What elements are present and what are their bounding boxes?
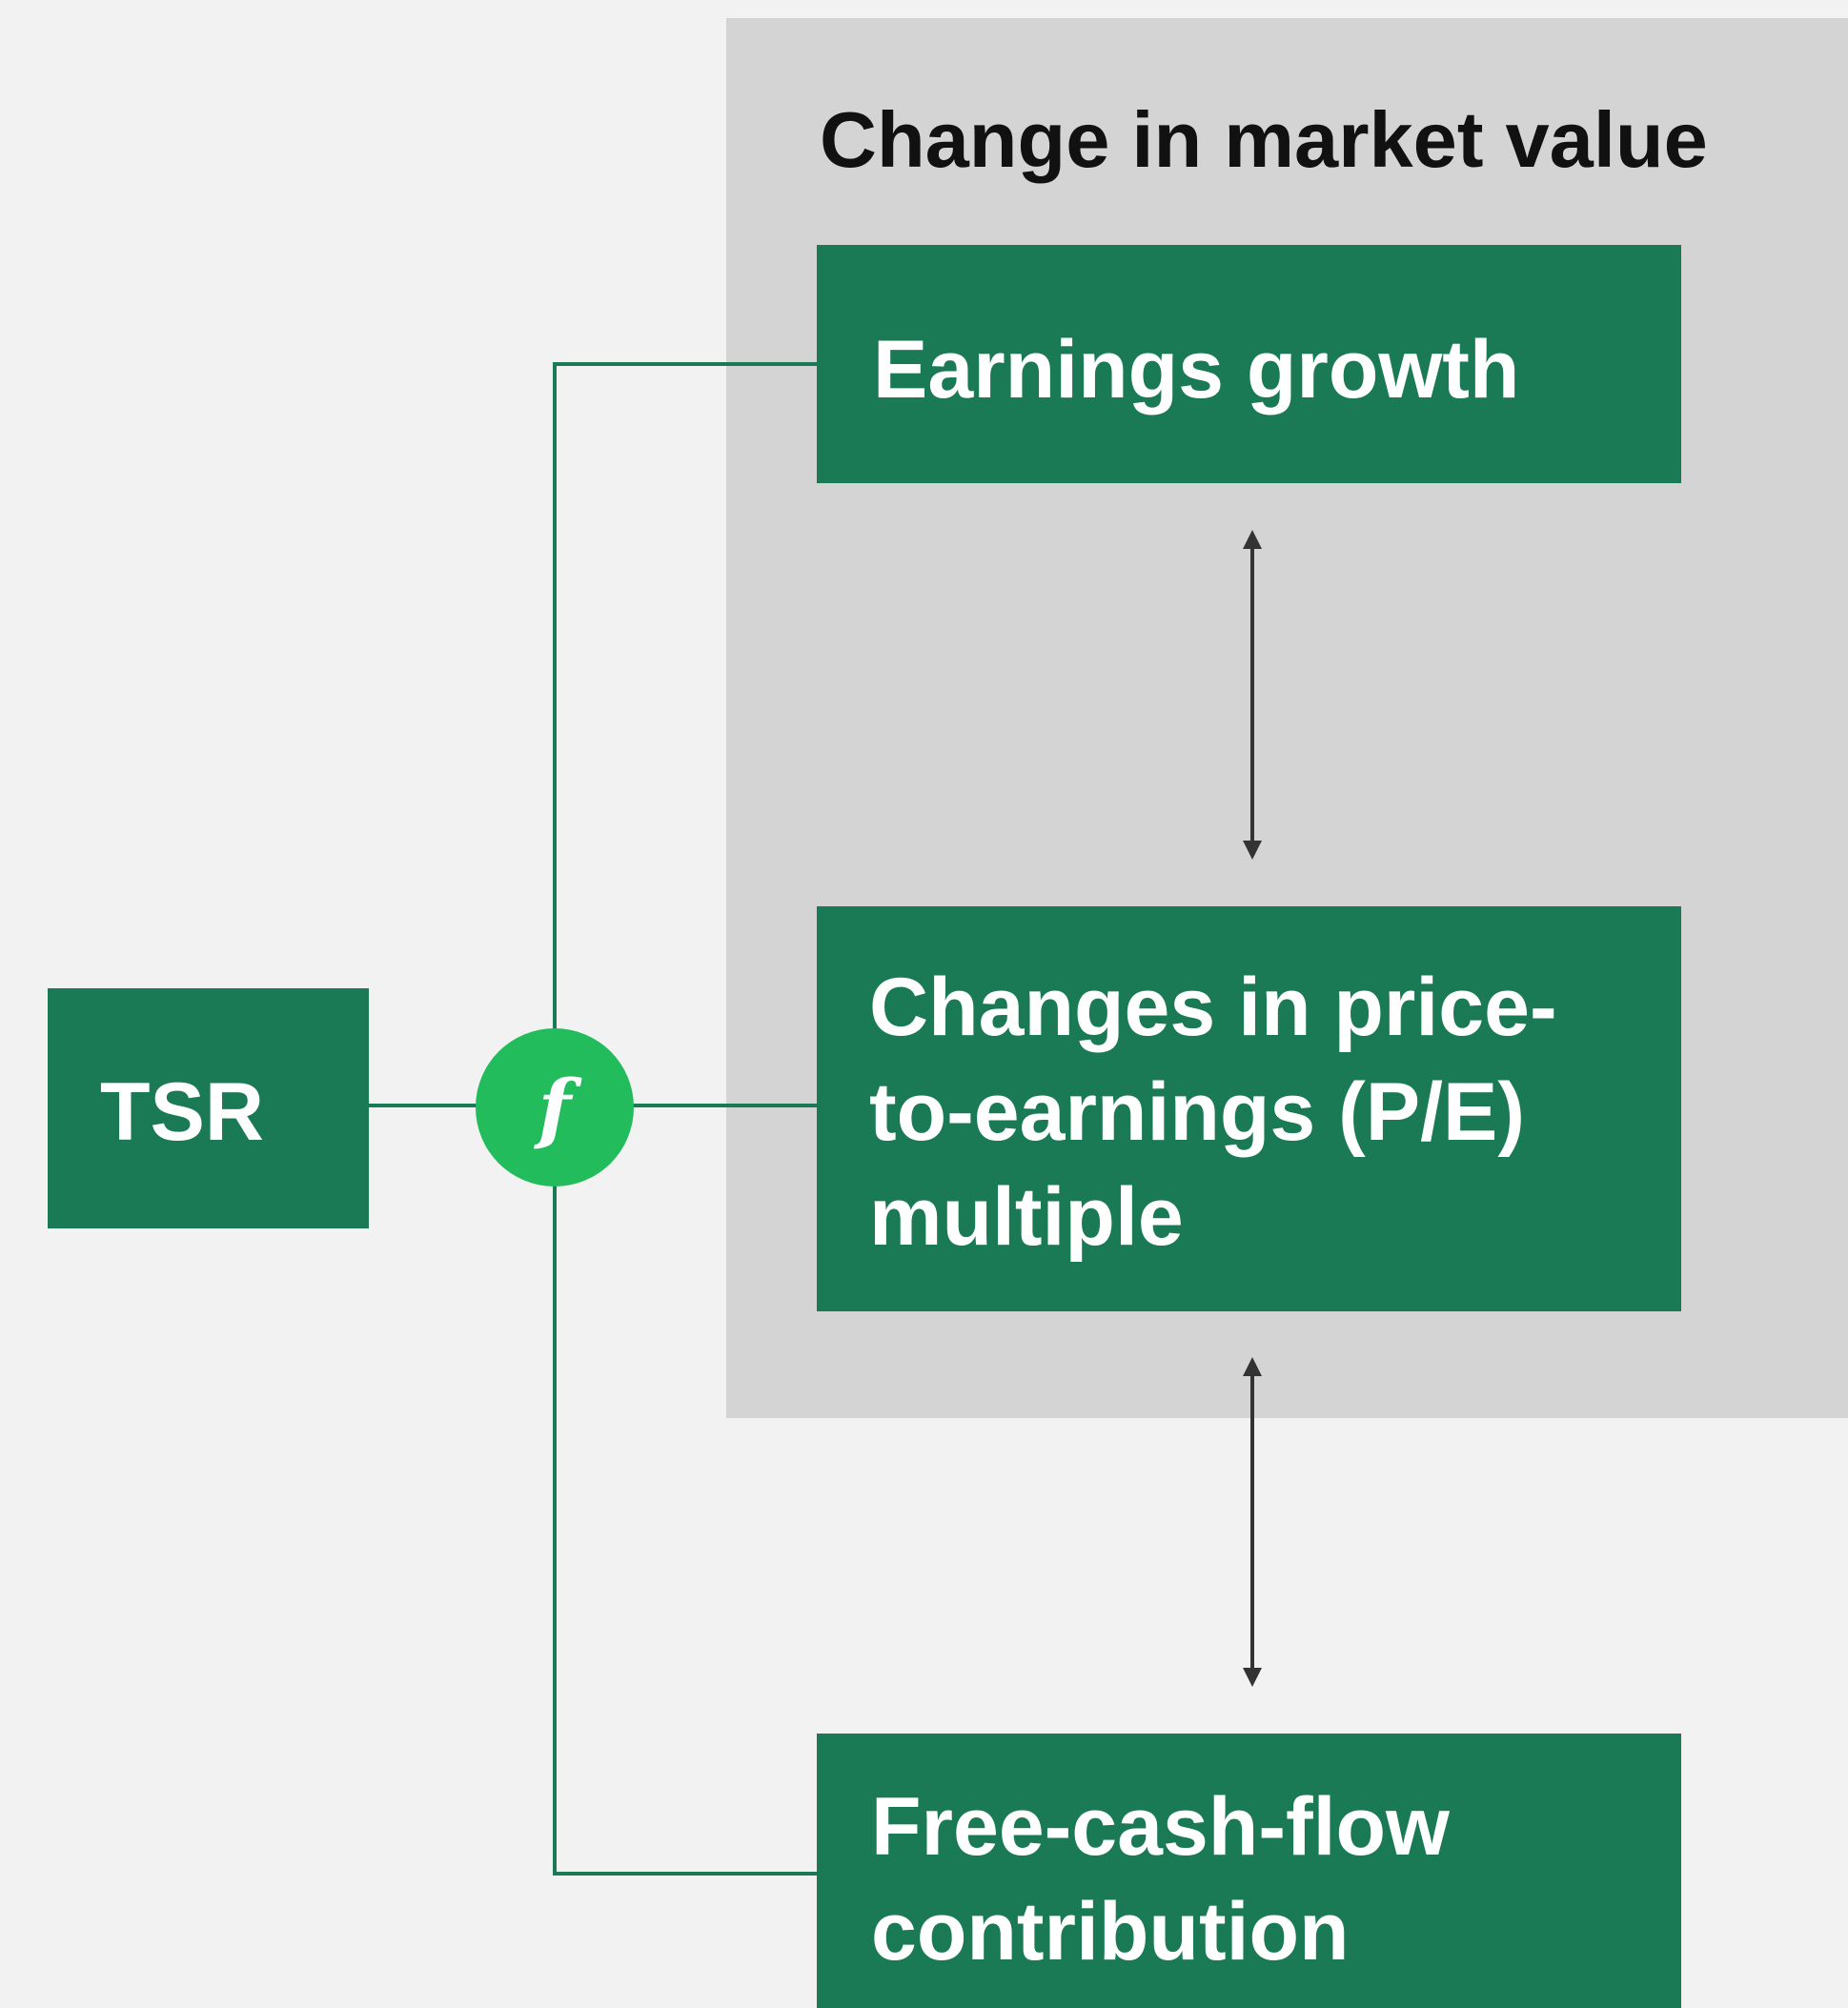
fcf-label: contribution: [871, 1886, 1350, 1978]
tsr-label: TSR: [100, 1066, 264, 1158]
function-circle: [476, 1028, 634, 1187]
pe-label: Changes in price-: [869, 962, 1557, 1053]
pe-box: [817, 906, 1681, 1311]
pe-label: to-earnings (P/E): [869, 1066, 1525, 1158]
earnings-label: Earnings growth: [873, 324, 1519, 416]
fcf-label: Free-cash-flow: [871, 1781, 1451, 1873]
earnings-box: [817, 245, 1681, 483]
fcf-box: [817, 1734, 1681, 2008]
tsr-box: [48, 988, 369, 1228]
panel-title: Change in market value: [820, 95, 1708, 184]
pe-label: multiple: [869, 1171, 1184, 1263]
